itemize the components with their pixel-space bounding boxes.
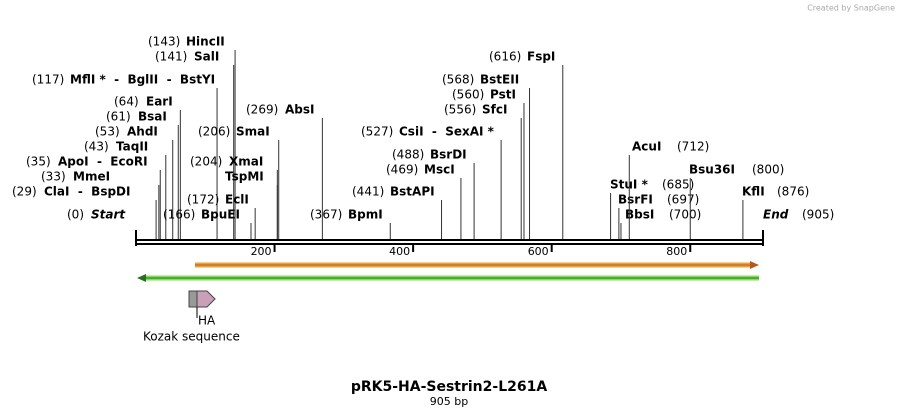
site-name: End <box>763 208 789 222</box>
site-name: BsaI <box>138 110 167 124</box>
site-position: (560) <box>452 88 484 102</box>
site-position: (29) <box>12 185 37 199</box>
site-position: (488) <box>392 148 424 162</box>
site-position: (568) <box>442 73 474 87</box>
site-position: (172) <box>187 193 219 207</box>
site-name: Bsu36I <box>689 163 735 177</box>
ruler-tick-label: 600 <box>528 245 549 258</box>
site-position: (33) <box>41 170 66 184</box>
feature-label: Kozak sequence <box>143 330 240 344</box>
site-position: (556) <box>444 103 476 117</box>
feature-arrowhead <box>750 261 759 269</box>
feature-label: HA <box>198 314 216 328</box>
site-position: (685) <box>662 178 694 192</box>
site-position: (616) <box>489 50 521 64</box>
site-name: BstEII <box>480 73 519 87</box>
site-name: BpmI <box>348 208 383 222</box>
site-name: AbsI <box>285 103 314 117</box>
site-position: (876) <box>777 185 809 199</box>
site-name: SmaI <box>236 125 270 139</box>
site-name: AcuI <box>632 140 661 154</box>
site-position: (527) <box>361 125 393 139</box>
site-name: SalI <box>194 50 219 64</box>
site-name: BsrDI <box>430 148 467 162</box>
site-position: (697) <box>667 193 699 207</box>
site-name: TaqII <box>116 140 148 154</box>
site-name: ClaI - BspDI <box>44 185 130 199</box>
site-position: (53) <box>95 125 120 139</box>
site-position: (269) <box>246 103 278 117</box>
ha-arrow <box>196 290 216 308</box>
site-name: EclI <box>225 193 249 207</box>
site-position: (800) <box>752 163 784 177</box>
watermark: Created by SnapGene <box>807 4 895 13</box>
site-name: AhdI <box>127 125 158 139</box>
ruler-tick-label: 800 <box>666 245 687 258</box>
site-name: EarI <box>146 95 173 109</box>
site-name: Start <box>91 208 126 222</box>
site-position: (469) <box>386 163 418 177</box>
site-name: BstAPI <box>390 185 435 199</box>
site-name: SfcI <box>482 103 507 117</box>
site-position: (206) <box>198 125 230 139</box>
site-name: MmeI <box>73 170 110 184</box>
site-position: (64) <box>114 95 139 109</box>
site-name: PstI <box>490 88 516 102</box>
site-position: (441) <box>352 185 384 199</box>
site-position: (712) <box>677 140 709 154</box>
site-position: (166) <box>163 208 195 222</box>
site-name: BbsI <box>625 208 654 222</box>
site-position: (61) <box>106 110 131 124</box>
site-position: (141) <box>155 50 187 64</box>
site-name: MflI * - BglII - BstYI <box>70 73 215 87</box>
site-position: (905) <box>802 208 834 222</box>
site-name: FspI <box>527 50 555 64</box>
feature-arrowhead <box>137 274 146 282</box>
kozak-box <box>188 290 198 308</box>
site-position: (700) <box>669 208 701 222</box>
site-name: TspMI <box>225 170 264 184</box>
site-position: (367) <box>310 208 342 222</box>
site-name: XmaI <box>229 155 263 169</box>
site-name: HincII <box>186 35 225 49</box>
site-name: KflI <box>742 185 765 199</box>
site-position: (143) <box>148 35 180 49</box>
site-position: (117) <box>32 73 64 87</box>
site-position: (35) <box>26 155 51 169</box>
ruler-tick-label: 200 <box>251 245 272 258</box>
site-position: (43) <box>84 140 109 154</box>
site-name: ApoI - EcoRI <box>58 155 148 169</box>
site-name: BsrFI <box>618 193 653 207</box>
site-name: CsiI - SexAI * <box>399 125 495 139</box>
ruler-tick-label: 400 <box>389 245 410 258</box>
map-subtitle: 905 bp <box>430 395 468 408</box>
site-name: MscI <box>424 163 455 177</box>
site-position: (0) <box>67 208 84 222</box>
site-position: (204) <box>190 155 222 169</box>
site-name: BpuEI <box>201 208 240 222</box>
map-title: pRK5-HA-Sestrin2-L261A <box>351 379 548 395</box>
